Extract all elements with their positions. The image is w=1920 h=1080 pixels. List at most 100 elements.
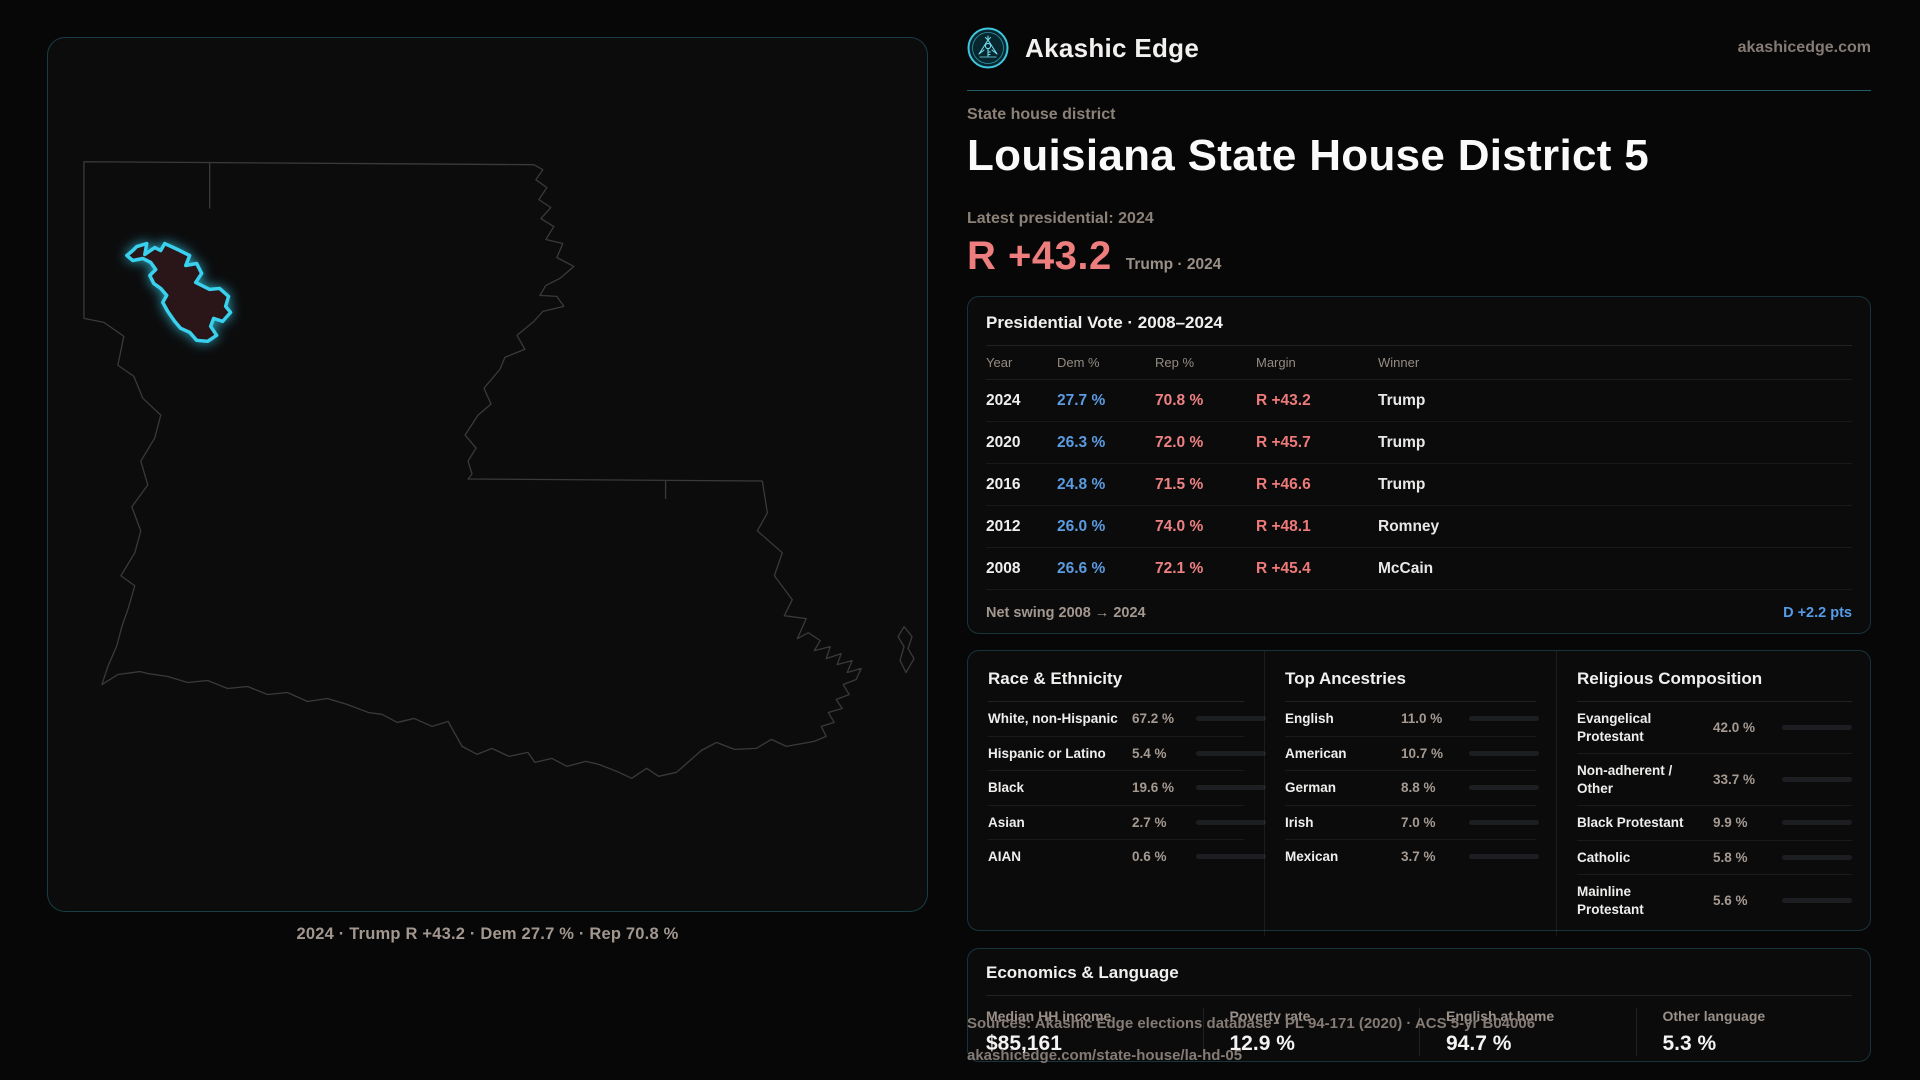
demo-label: Irish xyxy=(1285,814,1314,830)
headline-margin: R +43.2 Trump · 2024 xyxy=(967,234,1221,279)
stat-bar xyxy=(1196,819,1266,825)
cell-rep: 71.5 % xyxy=(1155,475,1204,493)
cell-dem: 26.3 % xyxy=(1057,433,1106,451)
district-map-card xyxy=(47,37,928,912)
highlighted-district-5[interactable] xyxy=(125,241,233,344)
cell-year: 2024 xyxy=(986,391,1021,409)
demo-label: Mexican xyxy=(1285,849,1339,865)
header: Akashic Edge akashicedge.com xyxy=(967,26,1871,70)
cell-dem: 26.0 % xyxy=(1057,517,1106,535)
demo-value: 67.2 % xyxy=(1132,711,1175,727)
stat-poverty-rate: Poverty rate 12.9 % xyxy=(1202,1008,1420,1056)
demo-value: 5.8 % xyxy=(1713,850,1748,865)
cell-year: 2008 xyxy=(986,559,1021,577)
demo-value: 11.0 % xyxy=(1401,711,1443,727)
demo-value: 33.7 % xyxy=(1713,772,1756,788)
demo-value: 7.0 % xyxy=(1401,814,1436,830)
demo-value: 0.6 % xyxy=(1132,849,1167,865)
demo-value: 3.7 % xyxy=(1401,849,1436,865)
demo-label: American xyxy=(1285,745,1347,761)
cell-margin: R +46.6 xyxy=(1256,475,1311,493)
cell-winner: Trump xyxy=(1378,391,1426,409)
margin-context: Trump · 2024 xyxy=(1125,256,1222,273)
demo-row: Black Protestant 9.9 % xyxy=(1577,806,1852,841)
cell-dem: 24.8 % xyxy=(1057,475,1106,493)
cell-margin: R +45.4 xyxy=(1256,559,1311,577)
stat-bar xyxy=(1469,750,1539,756)
stat-value: 12.9 % xyxy=(1229,1032,1295,1055)
state-outline xyxy=(83,161,915,779)
stat-bar xyxy=(1782,898,1852,904)
demo-label: Catholic xyxy=(1577,849,1631,865)
cell-margin: R +48.1 xyxy=(1256,517,1311,535)
stat-median-income: Median HH income $85,161 xyxy=(986,1008,1203,1056)
demo-label: Asian xyxy=(988,814,1025,830)
cell-margin: R +43.2 xyxy=(1256,391,1311,409)
presidential-panel-title: Presidential Vote · 2008–2024 xyxy=(986,313,1852,346)
margin-value: R +43.2 xyxy=(967,234,1112,278)
table-row: 2016 24.8 % 71.5 % R +46.6 Trump xyxy=(986,464,1852,506)
stat-value: 94.7 % xyxy=(1446,1032,1512,1055)
cell-rep: 74.0 % xyxy=(1155,517,1204,535)
presidential-vote-panel: Presidential Vote · 2008–2024 Year Dem %… xyxy=(967,296,1871,634)
net-swing-row: Net swing 2008 → 2024 D +2.2 pts xyxy=(986,590,1852,621)
stat-bar xyxy=(1782,820,1852,826)
demo-row: American 10.7 % xyxy=(1285,737,1539,772)
net-swing-value: D +2.2 pts xyxy=(1783,605,1852,621)
table-row: 2024 27.7 % 70.8 % R +43.2 Trump xyxy=(986,380,1852,422)
cell-dem: 26.6 % xyxy=(1057,559,1106,577)
demo-row: AIAN 0.6 % xyxy=(988,840,1266,874)
religion-title: Religious Composition xyxy=(1577,669,1852,702)
map-caption: 2024 · Trump R +43.2 · Dem 27.7 % · Rep … xyxy=(296,925,679,943)
demo-row: Non-adherent / Other 33.7 % xyxy=(1577,754,1852,807)
stat-bar xyxy=(1782,855,1852,860)
stat-label: Poverty rate xyxy=(1229,1008,1311,1024)
demo-value: 5.6 % xyxy=(1713,893,1748,909)
demo-label: AIAN xyxy=(988,849,1021,865)
brand-domain-link[interactable]: akashicedge.com xyxy=(1737,39,1871,56)
stat-value: 5.3 % xyxy=(1662,1032,1717,1055)
demo-label: Black xyxy=(988,780,1025,796)
stat-bar xyxy=(1469,819,1539,825)
demo-row: Evangelical Protestant 42.0 % xyxy=(1577,702,1852,755)
demo-row: Hispanic or Latino 5.4 % xyxy=(988,737,1266,772)
stat-bar xyxy=(1782,725,1852,731)
stat-bar xyxy=(1196,750,1266,756)
louisiana-map xyxy=(83,161,915,779)
demo-value: 5.4 % xyxy=(1132,745,1167,761)
stat-english-at-home: English at home 94.7 % xyxy=(1419,1008,1636,1056)
stat-label: Other language xyxy=(1662,1008,1766,1024)
demo-value: 10.7 % xyxy=(1401,745,1444,761)
demo-label: English xyxy=(1285,711,1334,726)
demo-label: Black Protestant xyxy=(1577,815,1684,831)
cell-winner: McCain xyxy=(1378,559,1434,577)
stat-bar xyxy=(1469,854,1539,860)
top-ancestries-section: Top Ancestries English 11.0 % American 1… xyxy=(1264,651,1556,937)
race-ethnicity-section: Race & Ethnicity White, non-Hispanic 67.… xyxy=(968,651,1266,936)
demo-row: Mainline Protestant 5.6 % xyxy=(1577,875,1852,926)
demo-row: German 8.8 % xyxy=(1285,771,1539,806)
stat-bar xyxy=(1196,716,1266,722)
col-header-year: Year xyxy=(986,355,1013,370)
demo-row: White, non-Hispanic 67.2 % xyxy=(988,702,1266,737)
demo-row: Asian 2.7 % xyxy=(988,806,1266,841)
cell-margin: R +45.7 xyxy=(1256,433,1311,451)
demographics-panel: Race & Ethnicity White, non-Hispanic 67.… xyxy=(967,650,1871,937)
demo-label: German xyxy=(1285,780,1337,796)
cell-rep: 72.0 % xyxy=(1155,433,1204,451)
stat-bar xyxy=(1782,777,1852,783)
stat-bar xyxy=(1469,785,1539,791)
stat-value: $85,161 xyxy=(986,1032,1062,1055)
demo-value: 8.8 % xyxy=(1401,780,1436,796)
cell-winner: Trump xyxy=(1378,475,1426,493)
cell-rep: 70.8 % xyxy=(1155,391,1204,409)
col-header-dem: Dem % xyxy=(1057,355,1100,370)
kicker-label: State house district xyxy=(967,106,1116,123)
col-header-rep: Rep % xyxy=(1155,355,1195,370)
col-header-winner: Winner xyxy=(1378,355,1420,370)
demo-label: White, non-Hispanic xyxy=(988,711,1118,726)
stat-other-language: Other language 5.3 % xyxy=(1635,1008,1853,1056)
latest-presidential-label: Latest presidential: 2024 xyxy=(967,210,1154,227)
stat-bar xyxy=(1196,854,1266,860)
akashic-edge-logo-icon xyxy=(967,27,1009,69)
